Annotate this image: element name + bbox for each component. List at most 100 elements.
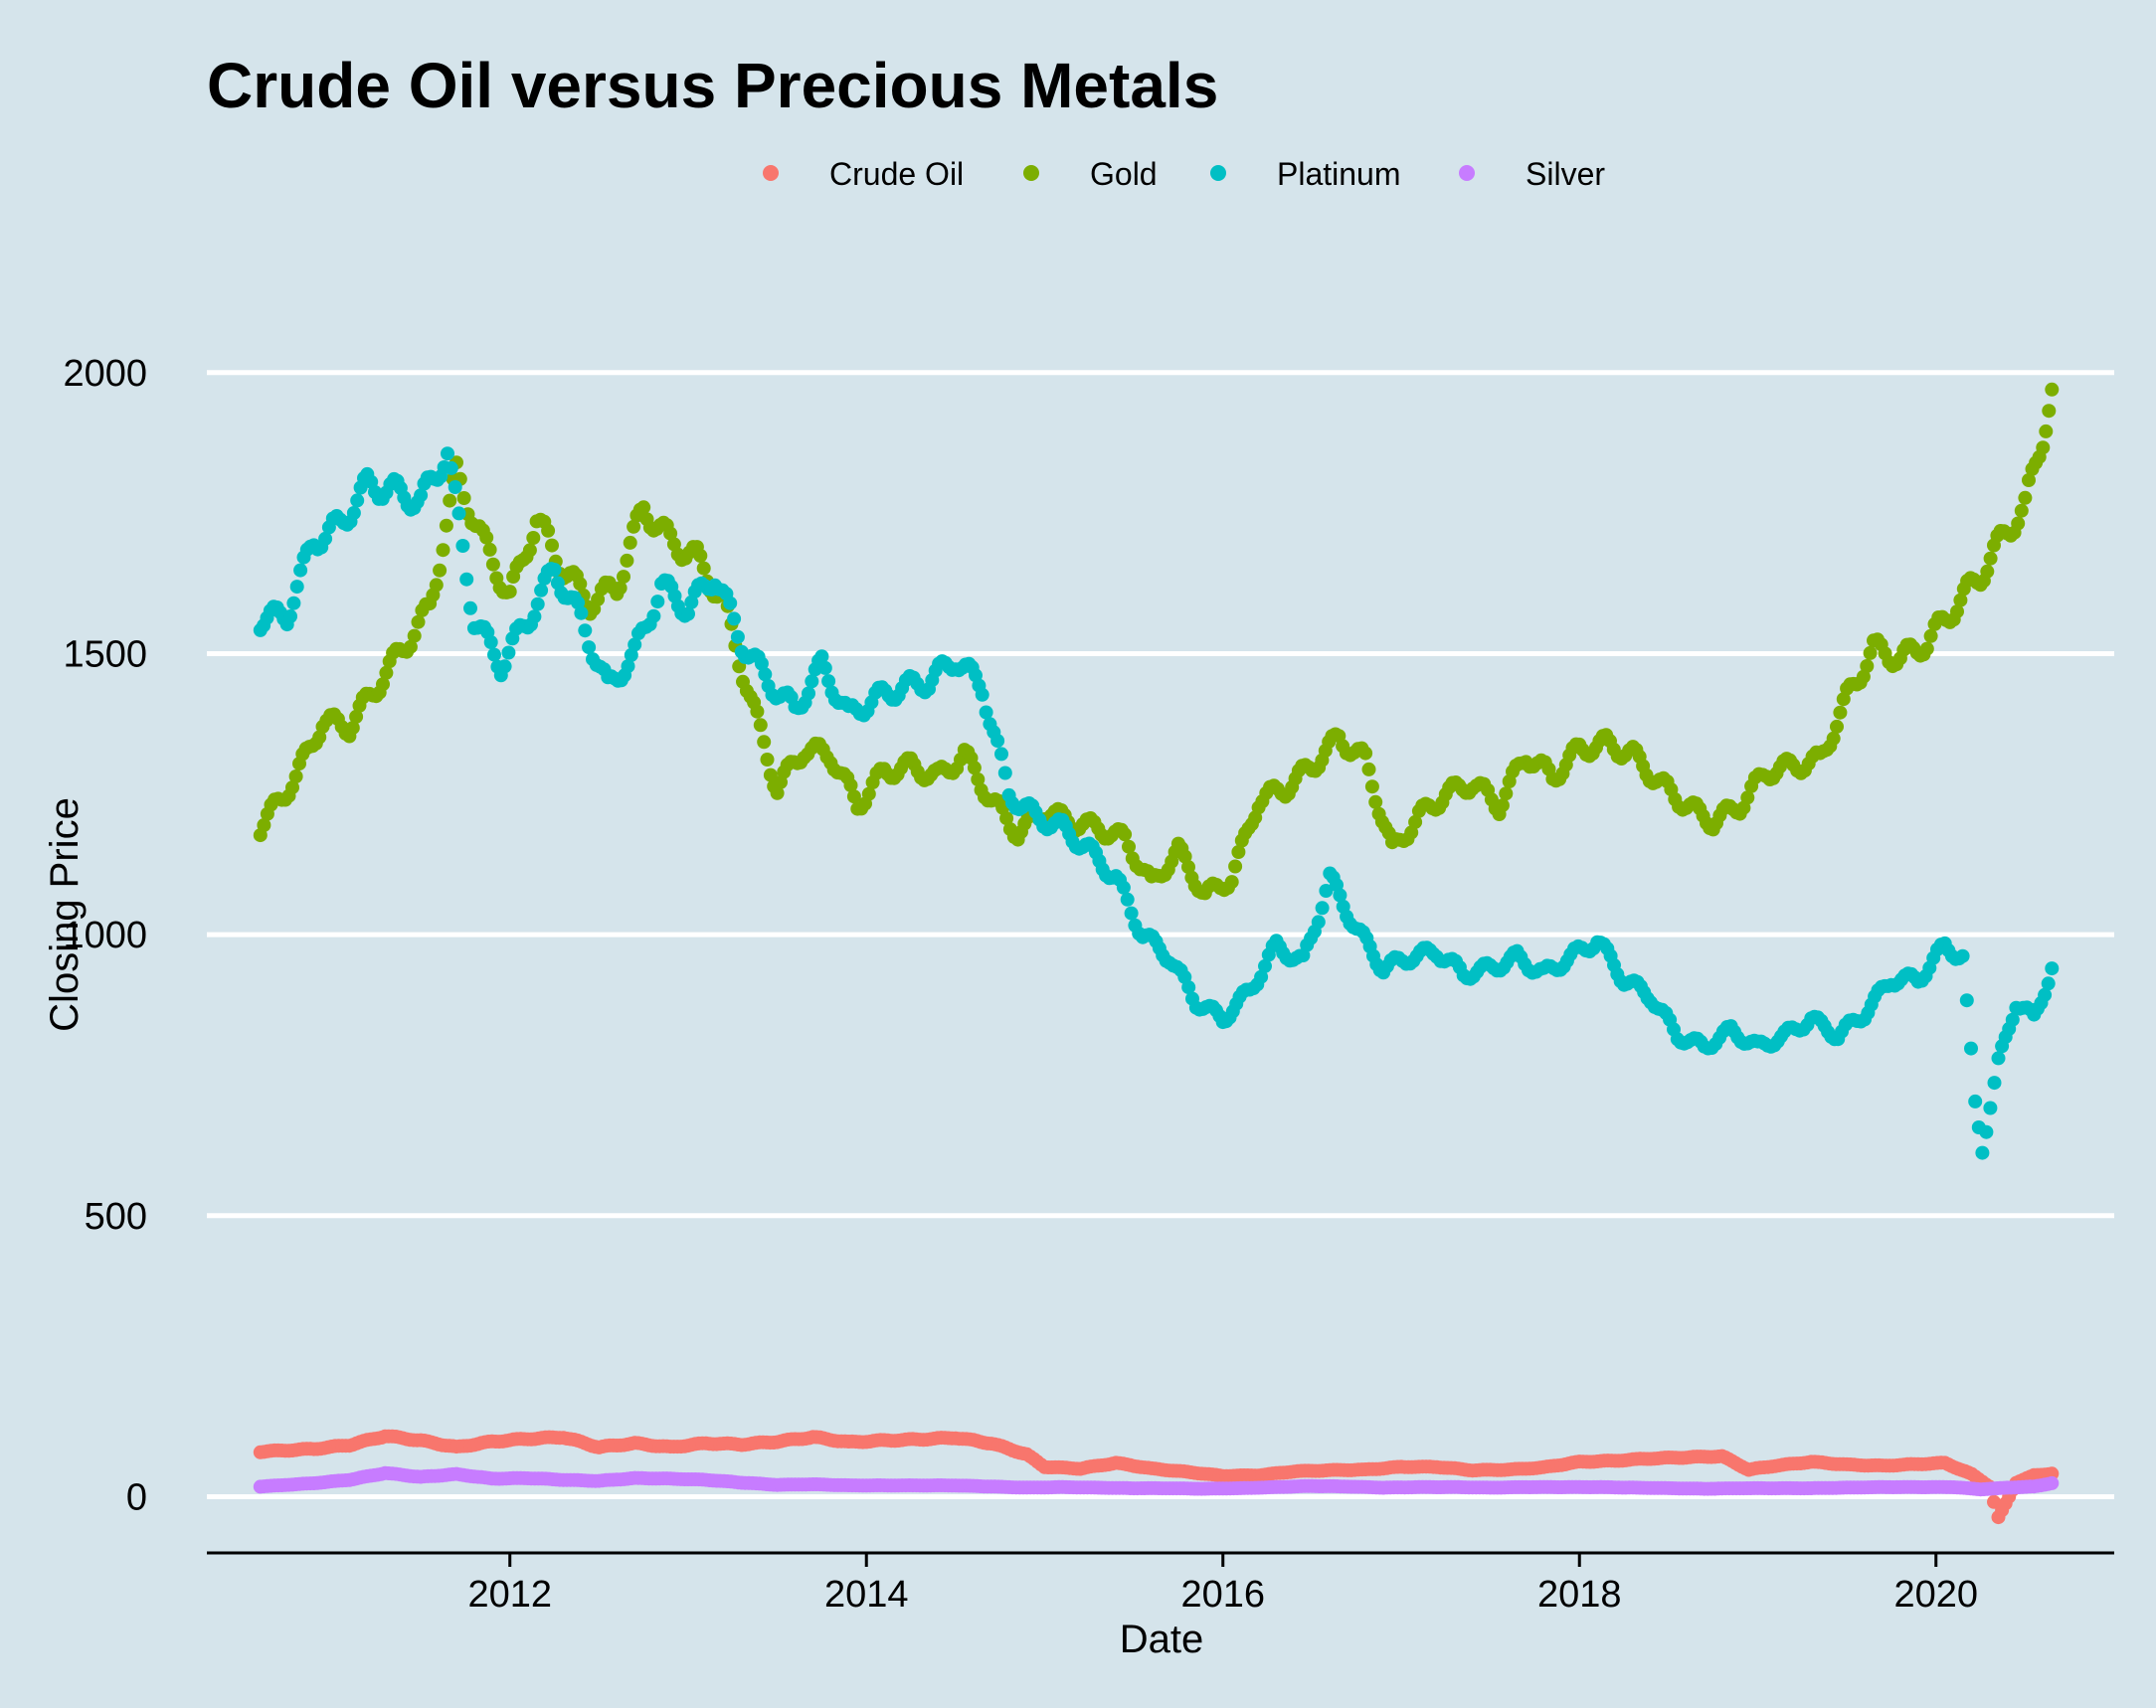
y-tick-label: 2000 bbox=[63, 353, 147, 395]
data-point bbox=[429, 578, 444, 593]
legend-label-gold: Gold bbox=[1090, 156, 1158, 192]
data-point bbox=[999, 811, 1014, 826]
data-point bbox=[487, 647, 501, 662]
data-point bbox=[646, 608, 661, 623]
data-point bbox=[1254, 969, 1269, 984]
data-point bbox=[696, 561, 711, 576]
data-point bbox=[497, 659, 512, 674]
data-point bbox=[1404, 825, 1419, 840]
data-point bbox=[817, 660, 832, 675]
data-point bbox=[760, 753, 775, 767]
data-point bbox=[2014, 503, 2029, 518]
data-point bbox=[967, 761, 982, 775]
data-point bbox=[433, 563, 448, 578]
data-point bbox=[1923, 628, 1938, 643]
data-point bbox=[2045, 382, 2060, 397]
data-point bbox=[1950, 604, 1964, 619]
data-point bbox=[621, 659, 635, 674]
data-point bbox=[1860, 659, 1875, 673]
data-point bbox=[990, 734, 1005, 749]
data-point bbox=[684, 595, 699, 609]
data-point bbox=[2039, 424, 2054, 438]
data-point bbox=[846, 789, 861, 804]
data-point bbox=[459, 572, 474, 587]
data-point bbox=[636, 500, 651, 515]
data-point bbox=[349, 709, 364, 724]
series-crude-oil bbox=[253, 1429, 2060, 1525]
series-silver bbox=[253, 1465, 2060, 1497]
data-point bbox=[574, 605, 589, 620]
x-tick-label: 2018 bbox=[1537, 1574, 1622, 1616]
data-point bbox=[814, 649, 829, 664]
data-point bbox=[257, 818, 271, 832]
data-point bbox=[1863, 645, 1878, 660]
data-point bbox=[623, 535, 637, 550]
data-point bbox=[997, 766, 1012, 780]
data-point bbox=[451, 506, 466, 521]
data-point bbox=[758, 667, 773, 682]
data-point bbox=[527, 609, 542, 624]
y-axis-tick-labels: 0 500 1000 1500 2000 bbox=[63, 353, 147, 1519]
data-point bbox=[485, 557, 500, 572]
data-point bbox=[1311, 915, 1326, 930]
data-point bbox=[463, 600, 477, 615]
data-point bbox=[763, 768, 778, 782]
data-point bbox=[1358, 746, 1373, 761]
data-point bbox=[1181, 860, 1195, 875]
data-point bbox=[2045, 961, 2060, 976]
x-tick-label: 2012 bbox=[467, 1574, 552, 1616]
data-point bbox=[501, 645, 516, 660]
data-point bbox=[545, 538, 559, 553]
data-point bbox=[1361, 762, 1376, 776]
data-point bbox=[693, 549, 708, 563]
y-tick-label: 500 bbox=[85, 1196, 147, 1238]
legend-label-silver: Silver bbox=[1526, 156, 1605, 192]
data-point bbox=[971, 772, 986, 786]
data-point bbox=[1364, 779, 1379, 794]
data-point bbox=[620, 553, 634, 568]
data-point bbox=[1315, 901, 1330, 916]
data-point bbox=[1224, 875, 1239, 890]
data-point bbox=[2041, 976, 2056, 991]
data-point bbox=[2042, 404, 2057, 419]
chart-title: Crude Oil versus Precious Metals bbox=[207, 50, 1218, 121]
data-point bbox=[727, 611, 742, 626]
data-point bbox=[1124, 906, 1139, 921]
data-point bbox=[411, 614, 426, 629]
legend-label-crude-oil: Crude Oil bbox=[829, 156, 964, 192]
data-point bbox=[650, 595, 665, 609]
data-point bbox=[1955, 948, 1970, 963]
y-tick-label: 1500 bbox=[63, 633, 147, 675]
data-point bbox=[345, 721, 360, 736]
data-point bbox=[1836, 692, 1851, 707]
data-point bbox=[479, 530, 494, 545]
data-point bbox=[1368, 794, 1383, 809]
data-point bbox=[2036, 440, 2051, 455]
data-point bbox=[805, 674, 819, 689]
data-point bbox=[1979, 1124, 1994, 1139]
data-point bbox=[681, 606, 695, 621]
data-point bbox=[723, 596, 738, 610]
data-point bbox=[753, 718, 768, 733]
data-point bbox=[456, 491, 471, 505]
data-point bbox=[624, 647, 638, 662]
data-point bbox=[730, 629, 745, 644]
data-point bbox=[754, 656, 769, 671]
data-point bbox=[1980, 564, 1995, 579]
data-point bbox=[1975, 1145, 1990, 1160]
data-point bbox=[312, 730, 327, 745]
data-point bbox=[770, 785, 785, 800]
data-point bbox=[1231, 845, 1246, 859]
x-tick-label: 2016 bbox=[1180, 1574, 1265, 1616]
legend-label-platinum: Platinum bbox=[1277, 156, 1401, 192]
data-point bbox=[802, 686, 815, 701]
data-point bbox=[582, 640, 597, 655]
data-point bbox=[843, 777, 858, 792]
legend-marker-silver bbox=[1459, 165, 1475, 181]
data-point bbox=[441, 446, 454, 461]
data-point bbox=[346, 506, 361, 520]
data-point bbox=[1983, 551, 1998, 566]
data-point bbox=[286, 596, 301, 610]
data-point bbox=[288, 769, 303, 783]
